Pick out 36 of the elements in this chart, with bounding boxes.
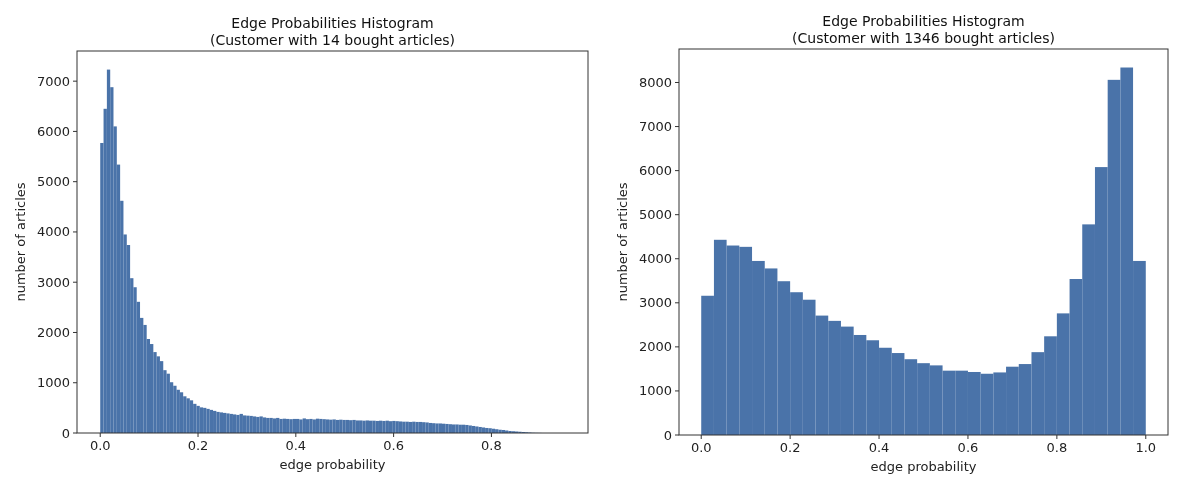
x-tick-label: 0.2 xyxy=(187,438,209,453)
x-tick-label: 0.8 xyxy=(1046,440,1068,455)
y-tick-label: 5000 xyxy=(36,174,70,190)
chart-subtitle: (Customer with 1346 bought articles) xyxy=(792,30,1055,46)
y-tick-label: 4000 xyxy=(36,224,70,240)
x-axis-title: edge probability xyxy=(279,457,386,472)
x-tick-label: 0.0 xyxy=(690,440,712,455)
y-axis-title: number of articles xyxy=(615,182,630,302)
y-tick-label: 2000 xyxy=(638,339,672,355)
y-tick-label: 6000 xyxy=(638,163,672,179)
y-tick-label: 1000 xyxy=(638,383,672,399)
y-tick-label: 6000 xyxy=(36,123,70,139)
x-tick-label: 0.4 xyxy=(868,440,890,455)
y-tick-label: 7000 xyxy=(638,119,672,135)
x-tick-label: 0.2 xyxy=(779,440,801,455)
chart-title: Edge Probabilities Histogram xyxy=(822,13,1025,29)
y-tick-label: 3000 xyxy=(638,295,672,311)
y-axis-title: number of articles xyxy=(13,182,28,302)
y-tick-label: 2000 xyxy=(36,325,70,341)
y-tick-label: 0 xyxy=(61,425,70,441)
chart-title: Edge Probabilities Histogram xyxy=(231,15,434,31)
x-tick-label: 0.6 xyxy=(383,438,404,453)
x-axis-title: edge probability xyxy=(870,459,977,474)
x-tick-label: 0.0 xyxy=(89,438,111,453)
y-tick-label: 8000 xyxy=(638,75,672,91)
y-tick-label: 3000 xyxy=(36,274,70,290)
chart-subtitle: (Customer with 14 bought articles) xyxy=(209,32,456,48)
x-tick-label: 0.8 xyxy=(481,438,502,453)
x-tick-label: 0.6 xyxy=(957,440,979,455)
y-tick-label: 7000 xyxy=(36,73,70,89)
y-tick-label: 1000 xyxy=(36,375,70,391)
y-tick-label: 4000 xyxy=(638,251,672,267)
y-tick-label: 0 xyxy=(663,427,672,443)
x-tick-label: 1.0 xyxy=(1135,440,1157,455)
x-tick-label: 0.4 xyxy=(285,438,307,453)
y-tick-label: 5000 xyxy=(638,207,672,223)
